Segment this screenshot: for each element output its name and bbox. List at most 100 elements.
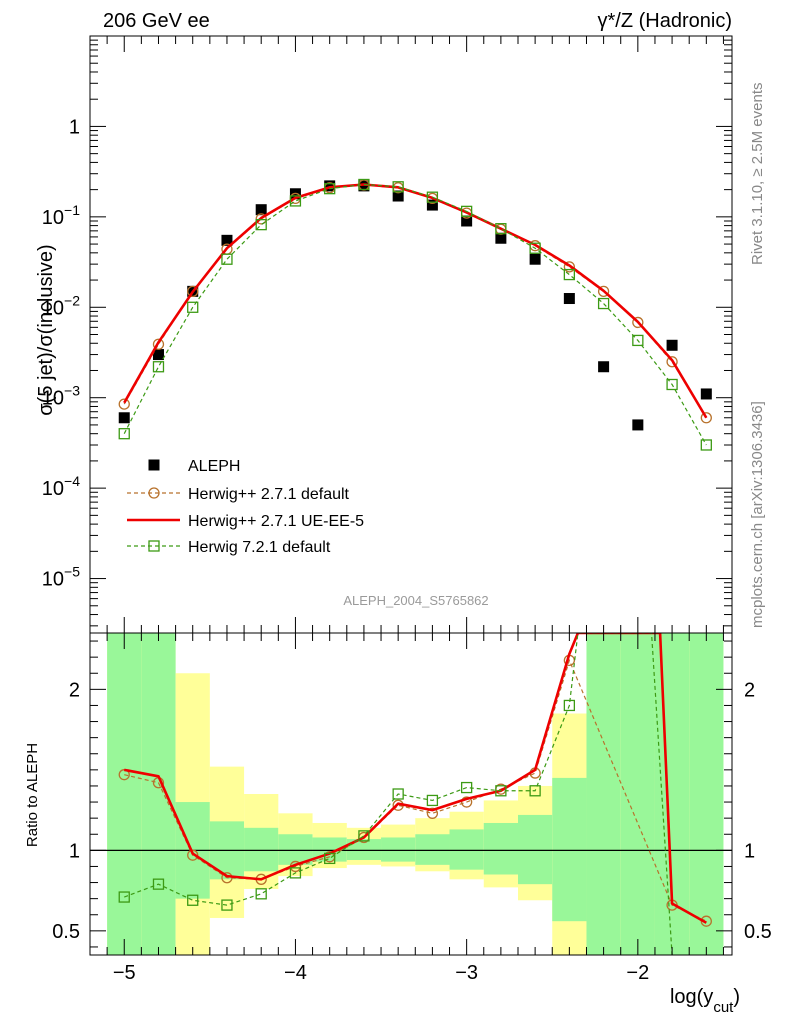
main-point-herwig-7-2-1-default bbox=[529, 242, 541, 254]
ratio-point-herwig-7-2-1-default bbox=[118, 891, 130, 903]
main-point-aleph bbox=[495, 232, 507, 244]
main-point-aleph bbox=[118, 412, 130, 424]
main-point-aleph bbox=[598, 361, 610, 373]
main-point-herwig-7-2-1-default bbox=[187, 301, 199, 313]
ratio-inner-band-bin bbox=[244, 827, 279, 872]
main-point-aleph bbox=[666, 339, 678, 351]
ratio-point-herwig-7-2-1-default bbox=[152, 878, 165, 890]
ratio-point-herwig-7-2-1-default bbox=[358, 830, 370, 842]
main-point-herwig-2-7-1-default bbox=[187, 285, 199, 298]
main-plot-frame bbox=[89, 35, 733, 634]
legend-label: Herwig 7.2.1 default bbox=[188, 539, 331, 556]
x-tick-label: −4 bbox=[284, 962, 307, 984]
ratio-inner-band-bin bbox=[654, 633, 690, 955]
legend-item-herwig-2-7-1-ue-ee-5: Herwig++ 2.7.1 UE-EE-5 bbox=[127, 513, 364, 530]
main-point-herwig-2-7-1-default bbox=[700, 412, 712, 424]
ratio-inner-band-bin bbox=[689, 633, 724, 955]
legend-item-aleph: ALEPH bbox=[148, 458, 240, 475]
ratio-y-tick-label-right: 2 bbox=[744, 679, 755, 701]
axis-tick-labels: −5 −4 −3 −2 10−5 10−4 10−3 10−2 10−1 1 0.5 0.5 1 1 2 2 bbox=[42, 116, 772, 984]
ratio-inner-band-bin bbox=[141, 633, 176, 955]
main-point-herwig-2-7-1-default bbox=[597, 285, 610, 298]
main-point-aleph bbox=[700, 388, 712, 400]
legend-marker bbox=[148, 459, 160, 471]
ratio-plot-frame bbox=[89, 632, 733, 956]
ratio-line-herwig-2-7-1-ue-ee-5 bbox=[123, 633, 707, 924]
main-point-herwig-7-2-1-default bbox=[118, 428, 130, 440]
main-point-herwig-2-7-1-default bbox=[563, 261, 576, 273]
main-point-aleph bbox=[392, 190, 404, 202]
ratio-inner-band-bin bbox=[552, 777, 587, 922]
main-point-herwig-7-2-1-default bbox=[152, 361, 165, 373]
main-point-herwig-7-2-1-default bbox=[221, 253, 233, 265]
main-point-herwig-7-2-1-default bbox=[495, 223, 507, 235]
main-line-herwig-2-7-1-ue-ee-5 bbox=[123, 183, 708, 419]
analysis-name-label: ALEPH_2004_S5765862 bbox=[343, 593, 488, 608]
ratio-y-tick-label-left: 2 bbox=[69, 679, 80, 701]
main-series-layer bbox=[118, 178, 712, 451]
main-point-aleph bbox=[426, 199, 438, 211]
legend-label: Herwig++ 2.7.1 UE-EE-5 bbox=[188, 513, 364, 530]
ratio-inner-band-bin bbox=[620, 633, 655, 955]
main-y-tick-label: 10−5 bbox=[42, 564, 80, 591]
main-point-herwig-7-2-1-default bbox=[460, 205, 473, 218]
main-point-herwig-7-2-1-default bbox=[597, 297, 610, 310]
ratio-inner-band-bin bbox=[449, 829, 484, 870]
legend-label: Herwig++ 2.7.1 default bbox=[188, 486, 350, 503]
main-point-herwig-7-2-1-default bbox=[700, 439, 712, 451]
legend: ALEPH Herwig++ 2.7.1 default Herwig++ 2.7.… bbox=[127, 458, 364, 556]
main-point-aleph bbox=[255, 204, 267, 216]
main-point-herwig-7-2-1-default bbox=[426, 191, 439, 203]
ratio-point-herwig-2-7-1-default bbox=[426, 807, 439, 819]
legend-marker bbox=[148, 487, 160, 499]
ratio-inner-band-bin bbox=[415, 834, 450, 865]
ratio-series-layer bbox=[118, 633, 712, 955]
ratio-point-herwig-2-7-1-default bbox=[187, 849, 199, 861]
ratio-inner-band-bin bbox=[586, 633, 621, 955]
ratio-point-herwig-7-2-1-default bbox=[392, 788, 404, 800]
x-tick-label: −2 bbox=[626, 962, 649, 984]
main-point-herwig-7-2-1-default bbox=[632, 334, 644, 347]
axis-ticks bbox=[89, 35, 732, 955]
main-y-tick-label: 10−4 bbox=[42, 473, 80, 500]
main-point-herwig-7-2-1-default bbox=[666, 378, 678, 391]
main-point-herwig-2-7-1-default bbox=[666, 356, 678, 368]
main-point-aleph bbox=[358, 180, 370, 192]
main-line-herwig-7-2-1-default bbox=[123, 183, 707, 446]
main-point-herwig-7-2-1-default bbox=[255, 218, 267, 231]
ratio-y-axis-title: Ratio to ALEPH bbox=[24, 743, 41, 847]
main-point-aleph bbox=[221, 234, 233, 246]
ratio-y-tick-label-left: 0.5 bbox=[52, 921, 80, 943]
ratio-point-herwig-7-2-1-default bbox=[324, 852, 336, 865]
main-point-herwig-7-2-1-default bbox=[358, 178, 370, 191]
main-point-herwig-2-7-1-default bbox=[118, 398, 130, 410]
ratio-point-herwig-7-2-1-default bbox=[495, 785, 507, 797]
ratio-inner-band-bin bbox=[518, 814, 553, 885]
x-axis-title: log(ycut) bbox=[670, 986, 740, 1016]
main-point-herwig-2-7-1-default bbox=[152, 338, 165, 350]
main-point-herwig-7-2-1-default bbox=[563, 268, 576, 281]
main-point-aleph bbox=[324, 180, 336, 192]
ratio-y-tick-label-left: 1 bbox=[69, 840, 80, 862]
ratio-point-herwig-7-2-1-default bbox=[426, 794, 439, 807]
x-tick-label: −3 bbox=[455, 962, 478, 984]
ratio-uncertainty-bands bbox=[90, 633, 732, 955]
legend-item-herwig-7-2-1-default: Herwig 7.2.1 default bbox=[127, 539, 331, 556]
ratio-inner-band-bin bbox=[483, 822, 518, 875]
main-point-aleph bbox=[563, 293, 575, 305]
main-y-tick-label: 10−3 bbox=[42, 383, 80, 410]
mcplots-reference-label: mcplots.cern.ch [arXiv:1306.3436] bbox=[749, 401, 766, 628]
main-y-axis-title: σ(5 jet)/σ(inclusive) bbox=[35, 244, 57, 415]
ratio-point-herwig-7-2-1-default bbox=[187, 894, 199, 906]
main-point-herwig-7-2-1-default bbox=[324, 183, 336, 195]
ratio-point-herwig-2-7-1-default bbox=[460, 796, 473, 808]
main-point-herwig-2-7-1-default bbox=[255, 213, 267, 225]
main-point-herwig-7-2-1-default bbox=[289, 195, 302, 207]
main-point-aleph bbox=[461, 215, 473, 227]
main-point-aleph bbox=[632, 419, 644, 431]
main-y-tick-label: 10−2 bbox=[42, 292, 80, 319]
main-point-herwig-2-7-1-default bbox=[632, 316, 644, 329]
legend-label: ALEPH bbox=[188, 458, 240, 475]
